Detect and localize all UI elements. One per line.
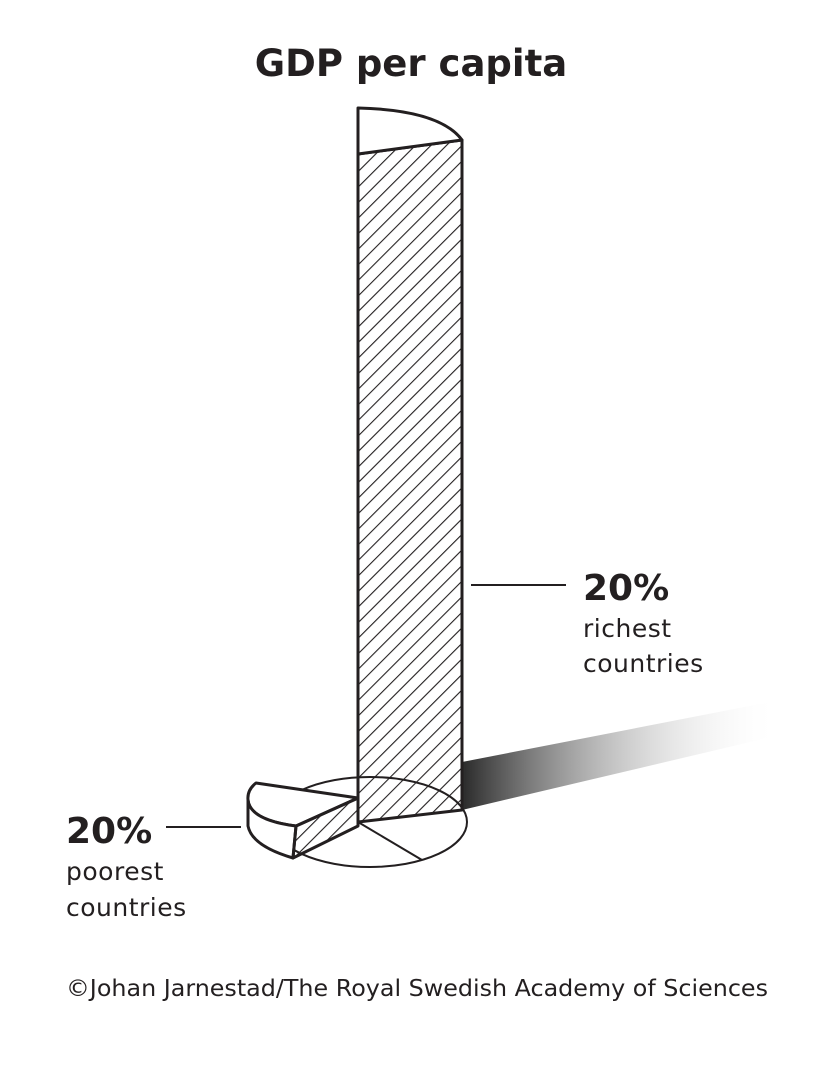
bar-richest (356, 106, 464, 824)
bar-poorest-face (291, 796, 360, 860)
bar-richest-face (356, 138, 464, 824)
pie-divider (357, 821, 423, 861)
credit-text: ©Johan Jarnestad/The Royal Swedish Acade… (66, 976, 768, 1002)
richest-label-line2: countries (583, 649, 704, 678)
bar-richest-top (356, 106, 464, 156)
richest-label-line1: richest (583, 614, 672, 643)
poorest-percent: 20% (66, 811, 152, 852)
poorest-label-line1: poorest (66, 857, 164, 886)
poorest-label-line2: countries (66, 893, 187, 922)
bar-poorest (246, 781, 360, 860)
richest-percent: 20% (583, 568, 669, 609)
chart-title: GDP per capita (255, 42, 568, 85)
bar-shadow (462, 700, 780, 810)
